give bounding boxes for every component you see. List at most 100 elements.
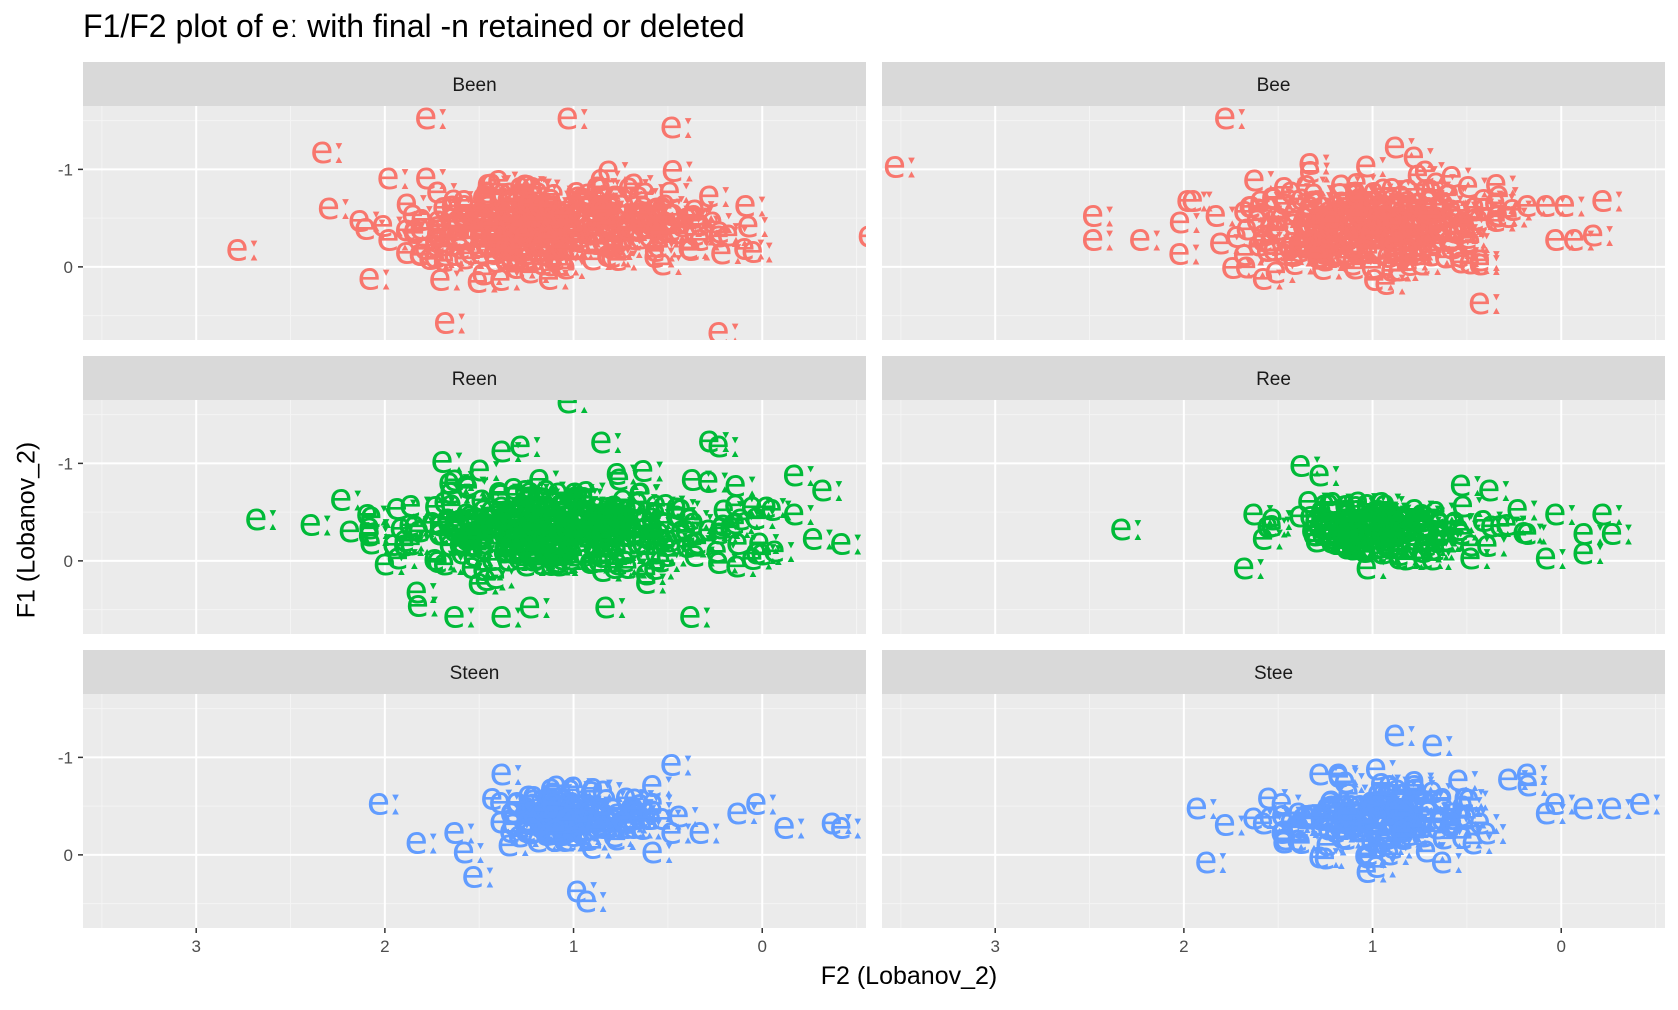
data-point: eː <box>566 509 602 553</box>
data-point: eː <box>605 235 641 279</box>
data-point: eː <box>583 523 619 567</box>
data-point: eː <box>579 495 615 539</box>
data-point: eː <box>1375 215 1411 259</box>
data-point: eː <box>596 484 632 528</box>
data-point: eː <box>546 469 582 513</box>
data-point: eː <box>1306 193 1342 237</box>
data-point: eː <box>1358 209 1394 253</box>
data-point: eː <box>521 499 557 543</box>
data-point: eː <box>1396 225 1432 269</box>
data-point: eː <box>725 519 761 563</box>
data-point: eː <box>1245 196 1281 240</box>
data-point: eː <box>519 202 555 246</box>
y-tick-label: -1 <box>58 160 73 179</box>
y-tick-label: -1 <box>58 454 73 473</box>
data-point: eː <box>596 147 632 191</box>
data-point: eː <box>614 485 650 529</box>
data-point: eː <box>554 222 590 266</box>
data-point: eː <box>433 299 469 343</box>
data-point: eː <box>562 469 598 513</box>
data-point: eː <box>1424 193 1460 237</box>
data-point: eː <box>417 235 453 279</box>
data-point: eː <box>624 190 660 234</box>
data-point: eː <box>1251 216 1287 260</box>
data-point: eː <box>525 193 561 237</box>
data-point: eː <box>1423 206 1459 250</box>
data-point: eː <box>523 529 559 573</box>
data-point: eː <box>615 205 651 249</box>
data-point: eː <box>357 510 393 554</box>
data-point: eː <box>1362 255 1398 299</box>
y-tick-label: 0 <box>64 846 73 865</box>
data-point: eː <box>525 207 561 251</box>
data-point: eː <box>1456 163 1492 207</box>
data-point: eː <box>553 497 589 541</box>
data-point: eː <box>654 208 690 252</box>
data-point: eː <box>1351 207 1387 251</box>
data-point: eː <box>1440 199 1476 243</box>
data-point: eː <box>621 784 657 828</box>
data-point: eː <box>1373 209 1409 253</box>
data-point: eː <box>1534 789 1570 833</box>
data-point: eː <box>1347 229 1383 273</box>
data-point: eː <box>706 509 742 553</box>
data-point: eː <box>442 506 478 550</box>
data-point: eː <box>1406 179 1442 223</box>
data-point: eː <box>1267 205 1303 249</box>
data-point: eː <box>1417 206 1453 250</box>
data-point: eː <box>371 202 407 246</box>
data-point: eː <box>599 184 635 228</box>
data-point: eː <box>480 216 516 260</box>
data-point: eː <box>644 482 680 526</box>
data-point: eː <box>634 559 670 603</box>
data-point: eː <box>557 535 593 579</box>
data-point: eː <box>457 510 493 554</box>
data-point: eː <box>1294 161 1330 205</box>
data-point: eː <box>515 181 551 225</box>
data-point: eː <box>626 479 662 523</box>
data-point: eː <box>529 222 565 266</box>
data-point: eː <box>473 172 509 216</box>
data-point: eː <box>1352 197 1388 241</box>
data-point: eː <box>452 177 488 221</box>
data-point: eː <box>1329 178 1365 222</box>
data-point: eː <box>549 480 585 524</box>
x-tick-label: 1 <box>1368 937 1377 956</box>
data-point: eː <box>547 507 583 551</box>
data-point: eː <box>648 509 684 553</box>
data-point: eː <box>1258 219 1294 263</box>
data-point: eː <box>490 170 526 214</box>
data-point: eː <box>359 493 395 537</box>
data-point: eː <box>1175 177 1211 221</box>
data-point: eː <box>586 177 622 221</box>
data-point: eː <box>501 529 537 573</box>
data-point: eː <box>583 220 619 264</box>
data-point: eː <box>583 501 619 545</box>
data-point: eː <box>1409 195 1445 239</box>
data-point: eː <box>527 181 563 225</box>
data-point: eː <box>1320 231 1356 275</box>
data-point: eː <box>1450 198 1486 242</box>
data-point: eː <box>1351 206 1387 250</box>
data-point: eː <box>463 494 499 538</box>
data-point: eː <box>1450 200 1486 244</box>
data-point: eː <box>483 238 519 282</box>
data-point: eː <box>509 531 545 575</box>
data-point: eː <box>459 520 495 564</box>
data-point: eː <box>606 494 642 538</box>
data-point: eː <box>299 500 335 544</box>
data-point: eː <box>494 520 530 564</box>
data-point: eː <box>520 164 556 208</box>
data-point: eː <box>452 204 488 248</box>
data-point: eː <box>468 229 504 273</box>
data-point: eː <box>1234 243 1270 287</box>
data-point: eː <box>1367 224 1403 268</box>
data-point: eː <box>462 514 498 558</box>
data-point: eː <box>485 193 521 237</box>
data-point: eː <box>518 504 554 548</box>
data-point: eː <box>1343 228 1379 272</box>
data-point: eː <box>560 475 596 519</box>
data-point: eː <box>401 191 437 235</box>
